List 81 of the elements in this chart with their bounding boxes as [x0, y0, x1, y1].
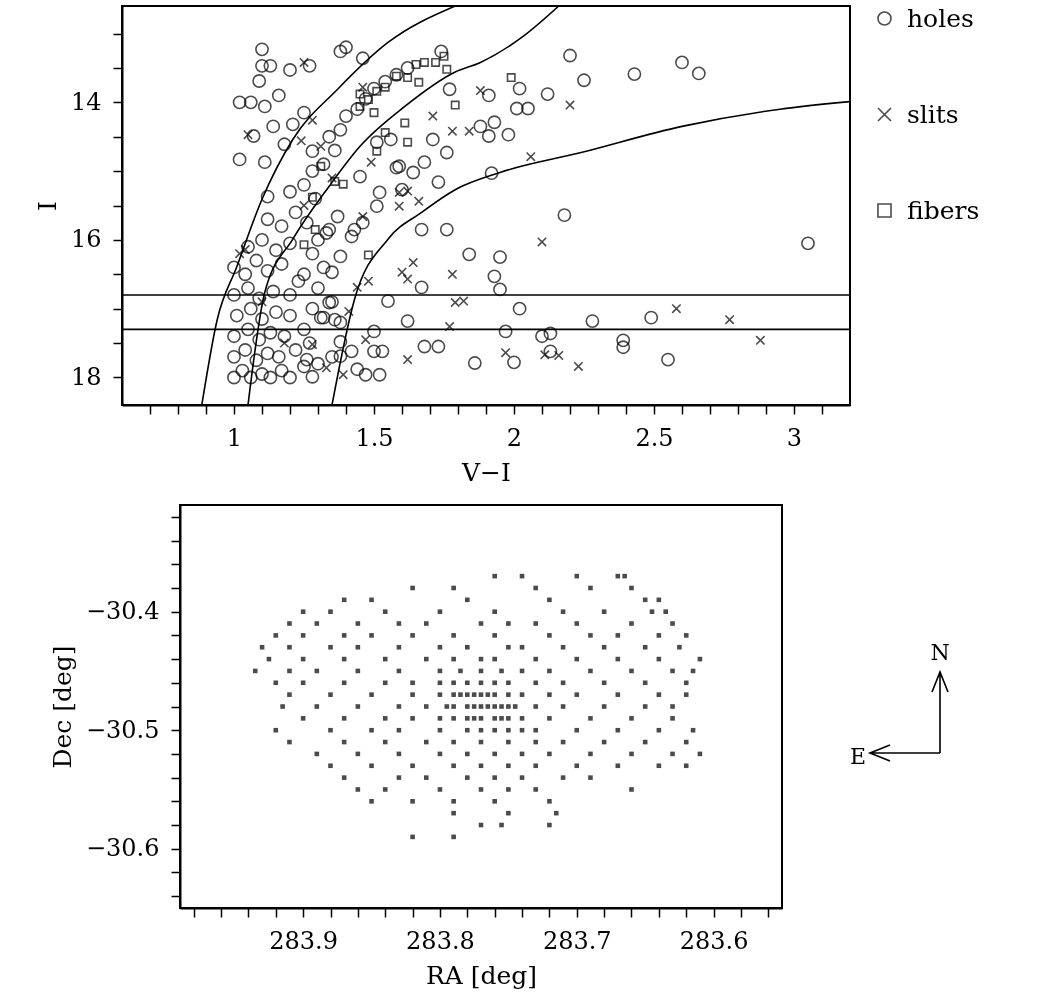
point — [369, 108, 379, 118]
point — [419, 57, 429, 67]
point — [234, 248, 245, 259]
point — [565, 100, 575, 111]
point — [537, 236, 547, 247]
y-tick-label: −30.5 — [85, 715, 160, 744]
point — [724, 314, 735, 325]
point — [343, 306, 354, 317]
point — [447, 126, 458, 137]
point — [299, 57, 309, 68]
point — [402, 354, 413, 365]
point — [475, 85, 486, 96]
point — [397, 267, 407, 278]
point — [299, 240, 309, 250]
point — [444, 321, 455, 332]
point — [338, 369, 349, 380]
y-tick-label: 16 — [70, 225, 102, 254]
x-tick-label: 2.5 — [635, 423, 674, 452]
point — [464, 126, 475, 137]
y-tick-label: −30.4 — [85, 597, 160, 626]
point — [442, 64, 452, 74]
point — [352, 282, 363, 293]
point — [380, 82, 390, 92]
point — [414, 77, 424, 87]
point — [671, 303, 682, 314]
point — [450, 100, 460, 110]
x-axis-title: V−I — [461, 457, 511, 487]
point — [525, 151, 536, 162]
x-tick-label: 283.6 — [679, 926, 749, 955]
y-axis-title: Dec [deg] — [47, 645, 77, 769]
point — [500, 347, 511, 358]
x-axis-title: RA [deg] — [425, 960, 538, 990]
point — [310, 225, 320, 235]
point — [403, 137, 413, 147]
point — [372, 146, 382, 156]
x-tick-label: 3 — [786, 423, 803, 452]
y-tick-label: −30.6 — [85, 834, 160, 863]
x-tick-label: 283.9 — [269, 926, 338, 955]
point — [357, 82, 368, 93]
legend-label: fibers — [907, 195, 980, 225]
text: E — [849, 744, 867, 769]
point — [315, 141, 326, 152]
point — [338, 179, 348, 189]
point — [299, 200, 309, 211]
point — [403, 73, 413, 83]
legend-label: holes — [907, 3, 974, 33]
point — [307, 115, 318, 126]
point — [755, 335, 766, 346]
point — [357, 211, 368, 222]
x-tick-label: 283.8 — [406, 926, 475, 955]
legend-label: slits — [907, 99, 959, 129]
point — [243, 129, 253, 140]
point — [296, 135, 307, 146]
point — [411, 59, 421, 69]
y-tick-label: 18 — [70, 362, 102, 391]
point — [380, 128, 390, 138]
point — [366, 157, 377, 168]
y-axis-title: I — [32, 201, 62, 211]
point — [400, 118, 410, 128]
point — [360, 334, 371, 345]
point — [394, 201, 405, 212]
point — [506, 73, 516, 83]
point — [427, 111, 438, 122]
point — [363, 250, 373, 260]
y-tick-label: 14 — [70, 87, 102, 116]
point — [447, 269, 458, 280]
point — [431, 57, 441, 67]
x-tick-label: 1 — [226, 423, 243, 452]
point — [363, 276, 374, 287]
point — [402, 274, 413, 285]
x-tick-label: 283.7 — [542, 926, 612, 955]
point — [355, 101, 365, 111]
x-tick-label: 2 — [506, 423, 523, 452]
text: N — [930, 640, 950, 665]
x-tick-label: 1.5 — [355, 423, 394, 452]
point — [413, 196, 424, 207]
point — [408, 257, 419, 268]
point — [240, 244, 251, 255]
point — [573, 361, 584, 372]
point — [539, 349, 550, 360]
point — [355, 89, 365, 99]
